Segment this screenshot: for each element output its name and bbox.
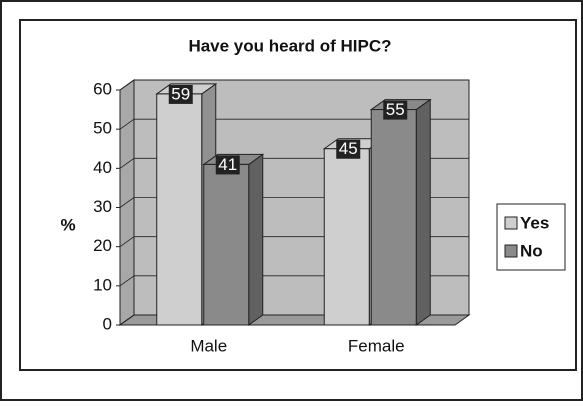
bar: 55 <box>369 98 432 326</box>
chart-title: Have you heard of HIPC? <box>188 36 391 55</box>
legend-box <box>496 203 566 271</box>
y-tick-label: 40 <box>93 158 112 177</box>
data-label: 45 <box>339 139 358 158</box>
legend-label: Yes <box>520 213 549 232</box>
grid-line <box>119 275 135 287</box>
y-tick-label: 30 <box>93 197 112 216</box>
y-tick-label: 10 <box>93 275 112 294</box>
data-label-bg <box>383 100 408 120</box>
data-label-bg <box>168 84 193 104</box>
y-tick-label: 0 <box>103 314 112 333</box>
grid-line <box>119 314 135 326</box>
y-tick-label: 20 <box>93 236 112 255</box>
bar-front <box>370 109 417 326</box>
data-label: 55 <box>386 100 405 119</box>
bar-front <box>156 93 203 326</box>
data-label: 41 <box>218 155 237 174</box>
bar: 41 <box>202 153 265 326</box>
bar-front <box>323 148 370 326</box>
grid-line <box>119 236 135 247</box>
legend-label: No <box>520 241 543 260</box>
bar-front <box>203 163 250 326</box>
legend-swatch <box>504 216 518 230</box>
grid-line <box>119 197 135 208</box>
legend-swatch <box>504 244 518 258</box>
y-axis-label: % <box>60 215 75 234</box>
grid-line <box>119 158 135 169</box>
y-tick-label: 60 <box>93 79 112 98</box>
data-label-bg <box>215 155 240 175</box>
bar-side <box>415 98 431 326</box>
grid-line <box>119 118 135 130</box>
bar-side <box>248 153 264 326</box>
data-label: 59 <box>171 84 190 103</box>
y-tick-label: 50 <box>93 119 112 138</box>
data-label-bg <box>336 139 361 159</box>
x-tick-label: Male <box>190 336 227 355</box>
x-tick-label: Female <box>348 336 405 355</box>
grid-line <box>119 79 135 91</box>
